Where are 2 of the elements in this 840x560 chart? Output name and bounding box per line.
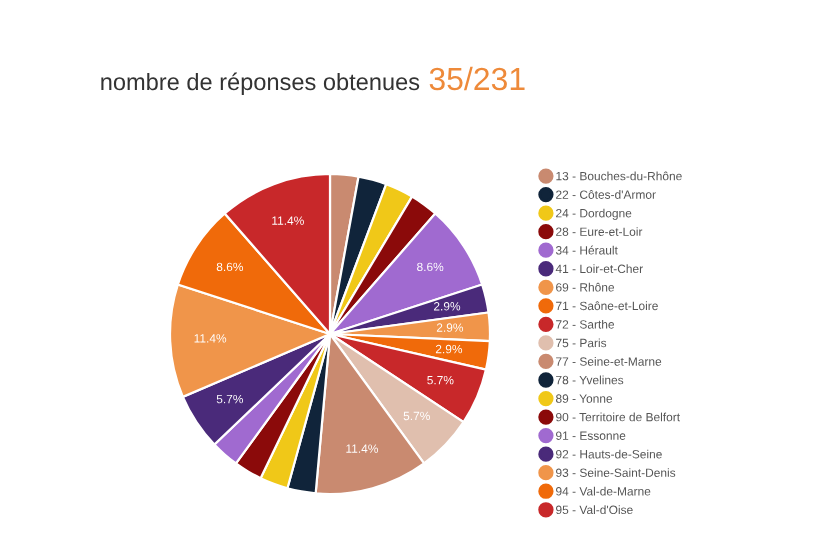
chart-title: nombre de réponses obtenues [101,72,420,95]
chart-subtitle: 35/231 [429,66,525,91]
